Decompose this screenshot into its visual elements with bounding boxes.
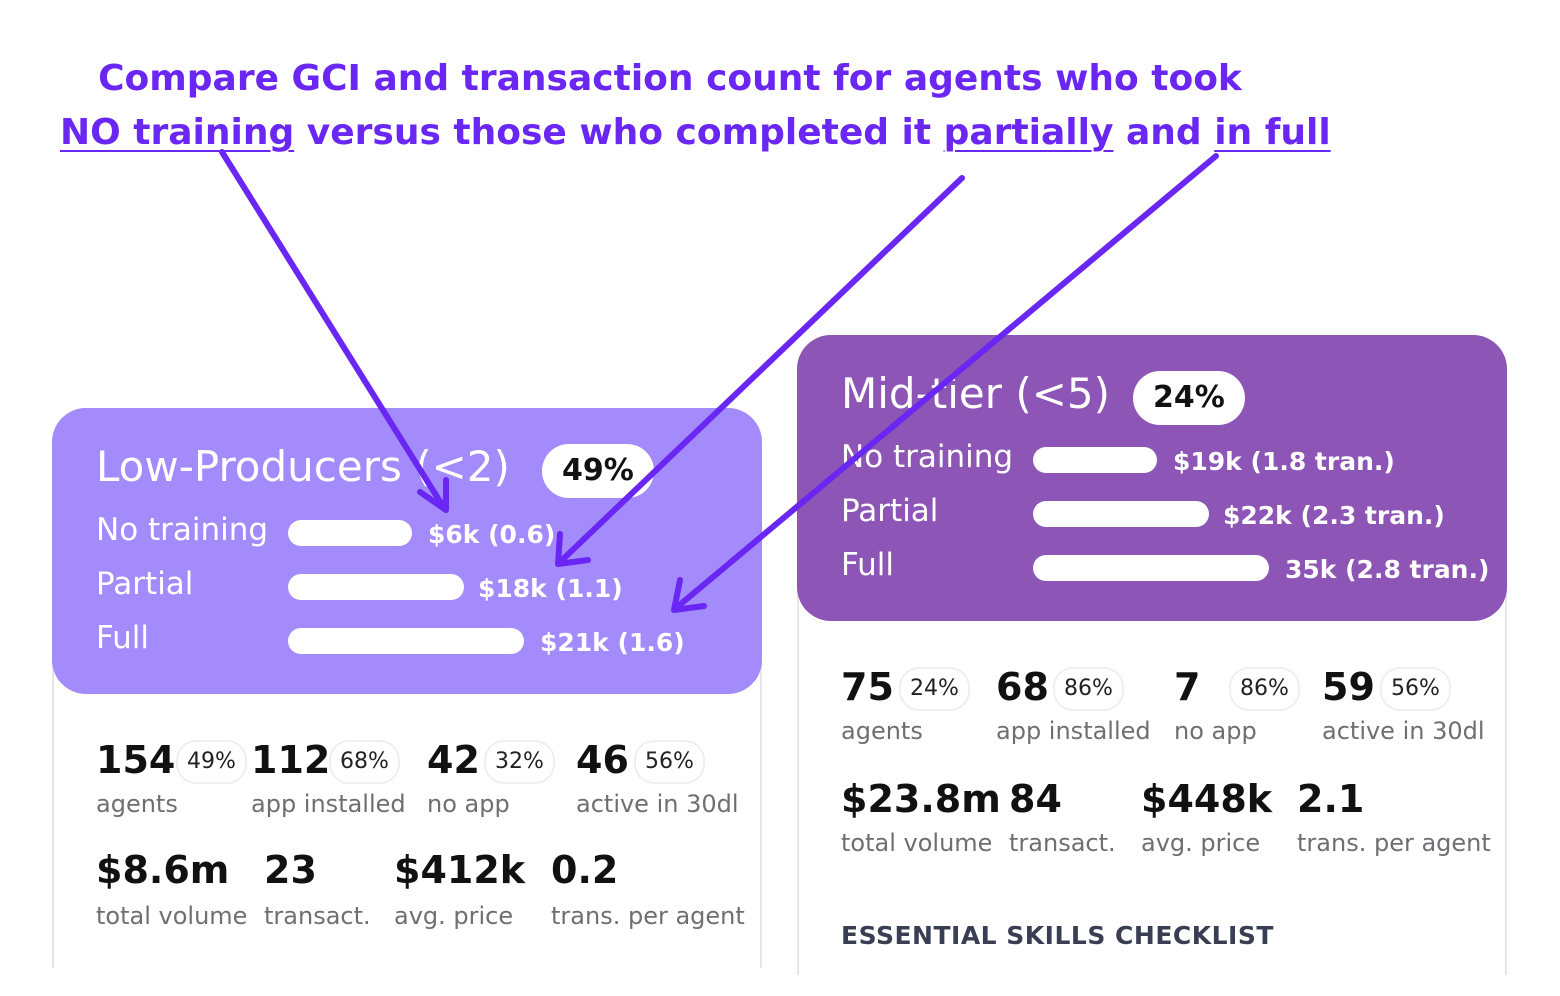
- low-producers-card: Low-Producers (<2) 49% No training $6k (…: [52, 408, 762, 968]
- stat-trans-per-agent-caption: trans. per agent: [1297, 829, 1491, 857]
- headline-no-training: NO training: [60, 112, 295, 153]
- headline-text-b: and: [1113, 112, 1215, 153]
- stat-active-value: 46: [576, 738, 629, 782]
- stat-agents-badge: 24%: [899, 667, 970, 711]
- stat-app-installed-value: 112: [251, 738, 331, 782]
- low-producers-header: Low-Producers (<2) 49% No training $6k (…: [52, 408, 762, 694]
- tier-title: Mid-tier (<5): [841, 369, 1111, 418]
- stat-agents-caption: agents: [841, 717, 923, 745]
- gci-bar-no-training: [1033, 447, 1157, 473]
- tier-title: Low-Producers (<2): [96, 442, 510, 491]
- stat-active-value: 59: [1322, 665, 1375, 709]
- stat-total-volume-caption: total volume: [841, 829, 993, 857]
- stat-app-installed-caption: app installed: [996, 717, 1151, 745]
- stat-agents-badge: 49%: [176, 740, 247, 784]
- gci-value-partial: $22k (2.3 tran.): [1223, 501, 1445, 530]
- headline-in-full: in full: [1214, 112, 1331, 153]
- stat-transactions-caption: transact.: [1009, 829, 1116, 857]
- gci-value-partial: $18k (1.1): [478, 574, 623, 603]
- headline-text-a: versus those who completed it: [294, 112, 944, 153]
- stat-active-caption: active in 30dl: [576, 790, 739, 818]
- stat-app-installed-badge: 68%: [329, 740, 400, 784]
- stat-avg-price-caption: avg. price: [1141, 829, 1261, 857]
- stat-no-app-value: 42: [427, 738, 480, 782]
- row-label-no-training: No training: [841, 439, 1014, 475]
- headline-line-2: NO training versus those who completed i…: [60, 106, 1331, 160]
- gci-bar-full: [288, 628, 524, 654]
- stat-trans-per-agent-caption: trans. per agent: [551, 902, 745, 930]
- mid-tier-header: Mid-tier (<5) 24% No training $19k (1.8 …: [797, 335, 1507, 621]
- gci-value-full: 35k (2.8 tran.): [1285, 555, 1490, 584]
- stat-trans-per-agent-value: 0.2: [551, 848, 619, 892]
- tier-percent-badge: 24%: [1133, 371, 1245, 425]
- stat-no-app-value: 7: [1174, 665, 1201, 709]
- gci-value-no-training: $6k (0.6): [428, 520, 556, 549]
- stat-agents-value: 154: [96, 738, 176, 782]
- essential-skills-checklist-heading: ESSENTIAL SKILLS CHECKLIST: [841, 921, 1274, 950]
- gci-bar-partial: [1033, 501, 1209, 527]
- headline-partially: partially: [943, 112, 1114, 153]
- gci-bar-partial: [288, 574, 464, 600]
- gci-value-full: $21k (1.6): [540, 628, 685, 657]
- row-label-partial: Partial: [96, 566, 194, 602]
- stat-total-volume-value: $8.6m: [96, 848, 230, 892]
- stat-app-installed-caption: app installed: [251, 790, 406, 818]
- stat-active-badge: 56%: [634, 740, 705, 784]
- row-label-full: Full: [841, 547, 895, 583]
- stat-avg-price-value: $412k: [394, 848, 526, 892]
- stat-no-app-caption: no app: [1174, 717, 1257, 745]
- tier-percent-badge: 49%: [542, 444, 654, 498]
- stat-active-caption: active in 30dl: [1322, 717, 1485, 745]
- stat-app-installed-value: 68: [996, 665, 1049, 709]
- stat-avg-price-caption: avg. price: [394, 902, 514, 930]
- stat-agents-value: 75: [841, 665, 894, 709]
- stat-total-volume-value: $23.8m: [841, 777, 1001, 821]
- stat-no-app-caption: no app: [427, 790, 510, 818]
- gci-bar-full: [1033, 555, 1269, 581]
- stat-agents-caption: agents: [96, 790, 178, 818]
- row-label-partial: Partial: [841, 493, 939, 529]
- row-label-no-training: No training: [96, 512, 269, 548]
- gci-bar-no-training: [288, 520, 412, 546]
- gci-value-no-training: $19k (1.8 tran.): [1173, 447, 1395, 476]
- stat-no-app-badge: 86%: [1229, 667, 1300, 711]
- stat-trans-per-agent-value: 2.1: [1297, 777, 1365, 821]
- stat-no-app-badge: 32%: [484, 740, 555, 784]
- stat-transactions-value: 84: [1009, 777, 1062, 821]
- stat-active-badge: 56%: [1380, 667, 1451, 711]
- headline-line-1: Compare GCI and transaction count for ag…: [98, 58, 1242, 99]
- stat-total-volume-caption: total volume: [96, 902, 248, 930]
- mid-tier-card: Mid-tier (<5) 24% No training $19k (1.8 …: [797, 335, 1507, 975]
- stat-app-installed-badge: 86%: [1053, 667, 1124, 711]
- stat-transactions-caption: transact.: [264, 902, 371, 930]
- stat-avg-price-value: $448k: [1141, 777, 1273, 821]
- stat-transactions-value: 23: [264, 848, 317, 892]
- row-label-full: Full: [96, 620, 150, 656]
